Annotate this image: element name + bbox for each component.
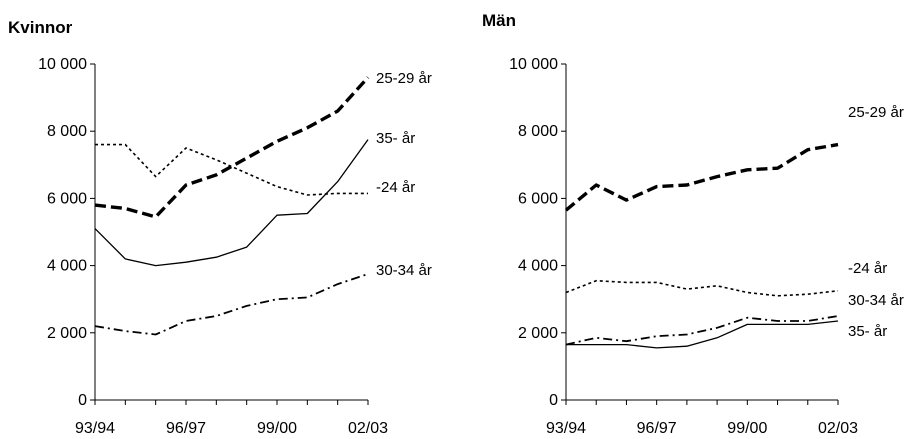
y-tick-label: 10 000 (509, 56, 558, 73)
x-tick-label: 96/97 (166, 420, 206, 437)
series-line-35-ar (94, 139, 369, 267)
x-tick-label: 93/94 (546, 420, 586, 437)
y-tick-label: 8 000 (518, 123, 558, 140)
series-line-30-34-ar (94, 273, 369, 336)
y-tick-label: 2 000 (47, 325, 87, 342)
series-label-30-34-ar: 30-34 år (848, 292, 904, 309)
x-tick-label: 02/03 (348, 420, 388, 437)
y-tick-label: 10 000 (38, 56, 87, 73)
series-label-24-ar: -24 år (376, 179, 415, 196)
x-tick-label: 93/94 (75, 420, 115, 437)
series-label-25-29-ar: 25-29 år (848, 104, 904, 121)
y-tick-label: 0 (78, 392, 87, 409)
series-label-24-ar: -24 år (848, 260, 887, 277)
y-tick-label: 0 (549, 392, 558, 409)
y-tick-label: 6 000 (518, 190, 558, 207)
y-tick-label: 2 000 (518, 325, 558, 342)
y-tick-label: 4 000 (47, 258, 87, 275)
series-line-25-29-ar (564, 142, 839, 212)
chart-kvinnor: Kvinnor 0 2 000 4 000 6 000 8 000 10 000 93/94 9… (8, 18, 432, 437)
x-tick-label: 99/00 (257, 420, 297, 437)
series-label-25-29-ar: 25-29 år (376, 70, 432, 87)
series-label-35-ar: 35- år (848, 323, 887, 340)
series-label-35-ar: 35- år (376, 130, 415, 147)
series-line-24-ar (95, 143, 368, 196)
chart-man: Män 0 2 000 4 000 6 000 8 000 10 000 93/94 96/97… (482, 11, 904, 437)
series-label-30-34-ar: 30-34 år (376, 262, 432, 279)
x-tick-label: 02/03 (818, 420, 858, 437)
y-tick-label: 6 000 (47, 190, 87, 207)
y-tick-label: 4 000 (518, 258, 558, 275)
chart-title: Kvinnor (8, 18, 73, 37)
y-tick-label: 8 000 (47, 123, 87, 140)
series-line-25-29-ar (94, 76, 370, 219)
series-line-35-ar (566, 320, 839, 349)
x-tick-label: 96/97 (637, 420, 677, 437)
series-line-30-34-ar (565, 315, 839, 346)
series-line-24-ar (565, 279, 839, 297)
chart-title: Män (482, 11, 516, 30)
x-tick-label: 99/00 (727, 420, 767, 437)
